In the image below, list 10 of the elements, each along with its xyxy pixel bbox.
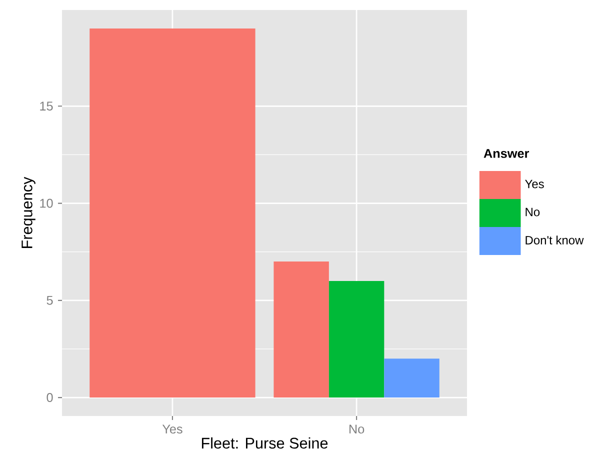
y-axis-title: Frequency [22,176,36,248]
x-axis-title: Fleet: Purse Seine [202,437,328,449]
legend-label: Don't know [526,236,584,244]
legend-title: Answer [484,149,530,158]
y-tick-label: 5 [46,296,53,305]
y-tick-label: 15 [40,102,53,111]
legend-label: No [526,208,540,216]
y-tick-label: 0 [46,393,53,402]
legend-label: Yes [525,180,544,188]
y-tick-label: 10 [40,198,53,208]
